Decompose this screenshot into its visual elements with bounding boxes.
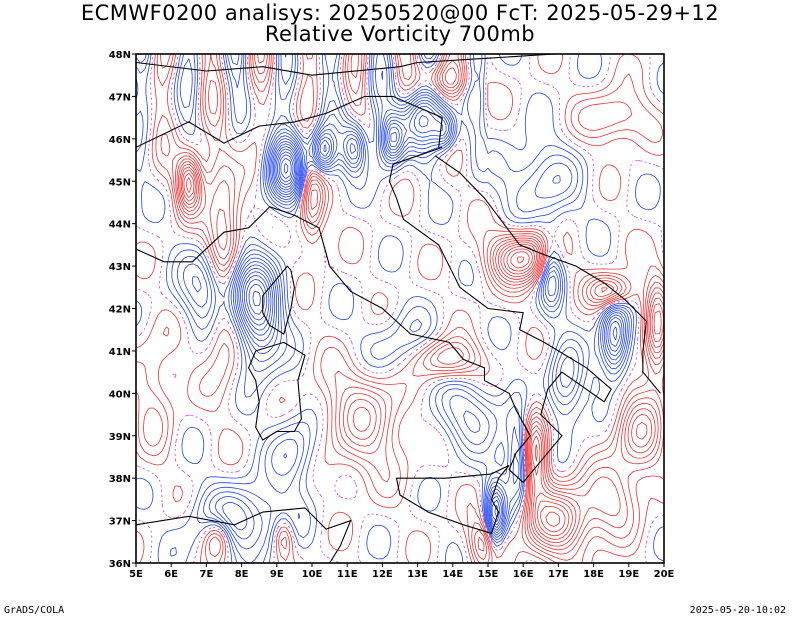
lat-tick-label: 48N <box>109 50 131 61</box>
lat-tick-label: 47N <box>109 92 131 103</box>
map-subtitle: Relative Vorticity 700mb <box>264 22 536 46</box>
lat-tick-label: 36N <box>109 559 131 570</box>
zero-vorticity-contour <box>136 54 664 563</box>
lat-tick-label: 43N <box>109 262 131 273</box>
lon-tick-label: 7E <box>200 569 214 580</box>
lon-tick-label: 6E <box>164 569 178 580</box>
lat-tick-label: 37N <box>109 517 131 528</box>
negative-vorticity-contour <box>243 115 618 523</box>
lat-tick-label: 46N <box>109 135 131 146</box>
lat-tick-label: 45N <box>109 177 131 188</box>
positive-vorticity-contour <box>179 163 664 543</box>
positive-vorticity-contour <box>186 177 560 527</box>
footer-timestamp: 2025-05-20-10:02 <box>689 605 786 616</box>
positive-vorticity-contour <box>143 54 664 563</box>
lon-tick-label: 8E <box>235 569 249 580</box>
negative-vorticity-contour <box>136 54 635 563</box>
negative-vorticity-contour <box>222 99 626 534</box>
negative-vorticity-contour <box>283 163 289 174</box>
lat-tick-label: 38N <box>109 474 131 485</box>
map-title: ECMWF0200 analisys: 20250520@00 FcT: 202… <box>80 1 720 25</box>
lon-tick-label: 20E <box>654 569 675 580</box>
negative-vorticity-contour <box>241 109 621 526</box>
coastline-segment <box>136 146 612 484</box>
negative-vorticity-contour <box>252 154 294 306</box>
lat-tick-label: 40N <box>109 389 131 400</box>
positive-vorticity-contour <box>136 54 664 563</box>
positive-vorticity-contour <box>183 172 566 533</box>
negative-vorticity-contour <box>192 70 628 540</box>
lon-tick-label: 10E <box>302 569 323 580</box>
lon-tick-label: 17E <box>548 569 569 580</box>
lon-tick-label: 15E <box>478 569 499 580</box>
positive-vorticity-contour <box>175 54 664 560</box>
positive-vorticity-contour <box>517 256 525 264</box>
lat-tick-label: 42N <box>109 305 131 316</box>
lat-tick-label: 44N <box>109 220 131 231</box>
footer-credit: GrADS/COLA <box>4 605 65 616</box>
lat-tick-labels: 36N 37N 38N 39N 40N 41N 42N 43N 44N 45N 46N 47N 48N <box>109 50 136 570</box>
lon-tick-label: 19E <box>618 569 639 580</box>
negative-vorticity-contour <box>139 54 630 550</box>
negative-vorticity-contour <box>136 54 664 563</box>
coastline-segment <box>434 155 661 394</box>
coastline-segment <box>136 511 263 526</box>
coastline-segment <box>262 265 295 335</box>
map-background <box>136 54 664 563</box>
lon-tick-label: 13E <box>407 569 428 580</box>
lon-tick-label: 18E <box>583 569 604 580</box>
coastlines <box>136 54 661 563</box>
coastline-segment <box>395 464 510 534</box>
positive-vorticity-contour <box>176 54 664 552</box>
lon-tick-labels: 5E 6E 7E 8E 9E 10E 11E 12E 13E 14E 15E 16E 17E 18E 19E… <box>129 563 675 580</box>
positive-vorticity-contour <box>182 169 662 537</box>
lon-tick-label: 14E <box>442 569 463 580</box>
coastline-segment <box>262 507 352 563</box>
coastline-segment <box>136 54 555 76</box>
negative-vorticity-contour <box>248 151 295 315</box>
lon-tick-label: 12E <box>372 569 393 580</box>
lon-tick-label: 5E <box>129 569 143 580</box>
vorticity-contours <box>136 54 664 563</box>
negative-vorticity-contour <box>240 106 623 529</box>
lon-tick-label: 9E <box>270 569 284 580</box>
coastline-segment <box>136 95 443 148</box>
lon-tick-label: 11E <box>337 569 358 580</box>
lat-tick-label: 41N <box>109 347 131 358</box>
coastline-segment <box>247 341 306 441</box>
negative-vorticity-contour <box>280 157 292 179</box>
lon-tick-label: 16E <box>513 569 534 580</box>
lat-tick-label: 39N <box>109 432 131 443</box>
negative-vorticity-contour <box>238 102 625 531</box>
